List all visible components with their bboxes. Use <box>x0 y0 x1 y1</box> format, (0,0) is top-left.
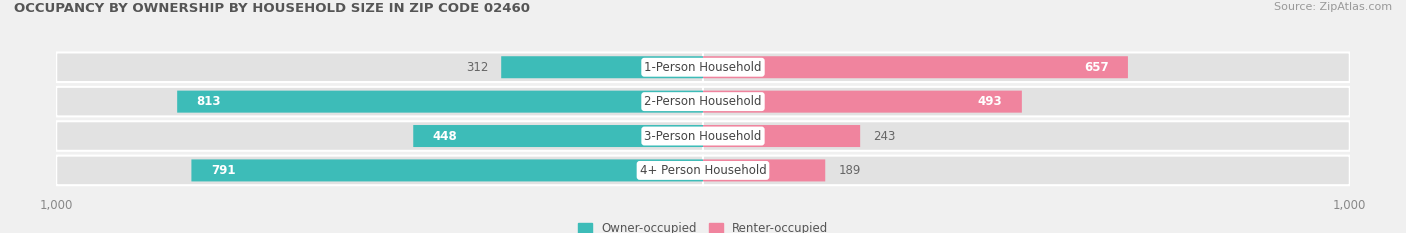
FancyBboxPatch shape <box>703 125 860 147</box>
FancyBboxPatch shape <box>413 125 703 147</box>
FancyBboxPatch shape <box>703 159 825 182</box>
FancyBboxPatch shape <box>703 52 1350 82</box>
Text: OCCUPANCY BY OWNERSHIP BY HOUSEHOLD SIZE IN ZIP CODE 02460: OCCUPANCY BY OWNERSHIP BY HOUSEHOLD SIZE… <box>14 2 530 15</box>
Text: 3-Person Household: 3-Person Household <box>644 130 762 143</box>
Legend: Owner-occupied, Renter-occupied: Owner-occupied, Renter-occupied <box>572 218 834 233</box>
Text: 791: 791 <box>211 164 235 177</box>
FancyBboxPatch shape <box>177 91 703 113</box>
Text: 657: 657 <box>1084 61 1108 74</box>
FancyBboxPatch shape <box>703 91 1022 113</box>
FancyBboxPatch shape <box>56 156 703 185</box>
FancyBboxPatch shape <box>56 121 703 151</box>
Text: 243: 243 <box>873 130 896 143</box>
Text: 448: 448 <box>433 130 457 143</box>
FancyBboxPatch shape <box>191 159 703 182</box>
FancyBboxPatch shape <box>56 87 703 116</box>
FancyBboxPatch shape <box>56 52 703 82</box>
Text: 2-Person Household: 2-Person Household <box>644 95 762 108</box>
FancyBboxPatch shape <box>703 121 1350 151</box>
Text: 813: 813 <box>197 95 221 108</box>
Text: 189: 189 <box>838 164 860 177</box>
FancyBboxPatch shape <box>703 87 1350 116</box>
Text: 1-Person Household: 1-Person Household <box>644 61 762 74</box>
FancyBboxPatch shape <box>501 56 703 78</box>
Text: Source: ZipAtlas.com: Source: ZipAtlas.com <box>1274 2 1392 12</box>
FancyBboxPatch shape <box>703 156 1350 185</box>
FancyBboxPatch shape <box>703 56 1128 78</box>
Text: 4+ Person Household: 4+ Person Household <box>640 164 766 177</box>
Text: 312: 312 <box>465 61 488 74</box>
Text: 493: 493 <box>977 95 1002 108</box>
